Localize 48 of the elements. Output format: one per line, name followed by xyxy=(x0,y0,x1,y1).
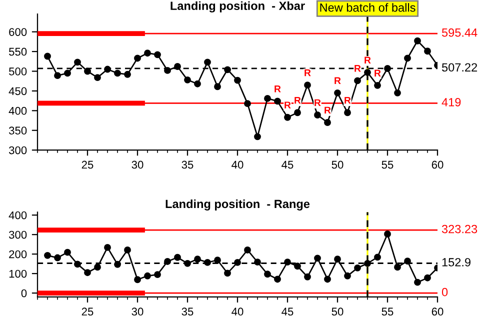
x-tick-label: 40 xyxy=(232,160,244,169)
annotation: R xyxy=(334,77,341,84)
chart-title: Landing position - Xbar xyxy=(170,1,305,12)
annotation: R xyxy=(344,96,351,104)
x-tick-label: 25 xyxy=(82,160,94,169)
annotation: R xyxy=(274,86,281,92)
ref-line-label: 419 xyxy=(442,98,461,106)
x-tick-label: 55 xyxy=(382,308,394,316)
ref-line-label: 323.23 xyxy=(442,224,478,234)
y-tick-label: 450 xyxy=(8,87,27,96)
annotation: R xyxy=(284,102,291,108)
x-tick-label: 25 xyxy=(82,308,94,316)
annotation: R xyxy=(374,70,381,76)
x-tick-label: 50 xyxy=(332,308,344,316)
ref-line-label: New batch of balls xyxy=(320,3,416,12)
y-tick-label: 300 xyxy=(8,230,27,239)
y-tick-label: 200 xyxy=(9,250,27,258)
y-tick-label: 350 xyxy=(8,126,27,135)
x-tick-label: 35 xyxy=(182,308,194,316)
ref-line-label: 507.22 xyxy=(442,63,478,72)
y-tick-label: 400 xyxy=(8,106,27,115)
annotation: R xyxy=(364,56,371,64)
annotation: R xyxy=(354,65,361,72)
y-tick-label: 550 xyxy=(8,48,27,56)
ref-line-label: 595.44 xyxy=(442,28,478,37)
y-tick-label: 400 xyxy=(8,211,27,220)
x-tick-label: 60 xyxy=(432,160,444,169)
x-tick-label: 45 xyxy=(282,308,294,316)
ref-line-label: 0 xyxy=(442,288,448,296)
y-tick-label: 300 xyxy=(8,146,27,154)
x-tick-label: 30 xyxy=(132,160,144,169)
x-tick-label: 55 xyxy=(382,160,394,169)
x-tick-label: 40 xyxy=(232,308,244,316)
y-tick-label: 0 xyxy=(21,289,27,298)
ref-line-label: 152.9 xyxy=(442,258,470,266)
y-tick-label: 500 xyxy=(8,68,27,76)
x-tick-label: 30 xyxy=(132,308,144,316)
x-tick-label: 50 xyxy=(332,160,344,169)
x-tick-label: 35 xyxy=(182,160,194,169)
annotation: R xyxy=(294,96,301,104)
annotation: R xyxy=(304,69,311,76)
y-tick-label: 600 xyxy=(9,28,27,36)
y-tick-label: 100 xyxy=(9,270,27,278)
annotation: R xyxy=(324,106,331,114)
x-tick-label: 45 xyxy=(282,160,294,169)
x-tick-label: 60 xyxy=(432,308,444,316)
annotation: R xyxy=(314,99,321,106)
chart-title: Landing position - Range xyxy=(166,199,310,210)
